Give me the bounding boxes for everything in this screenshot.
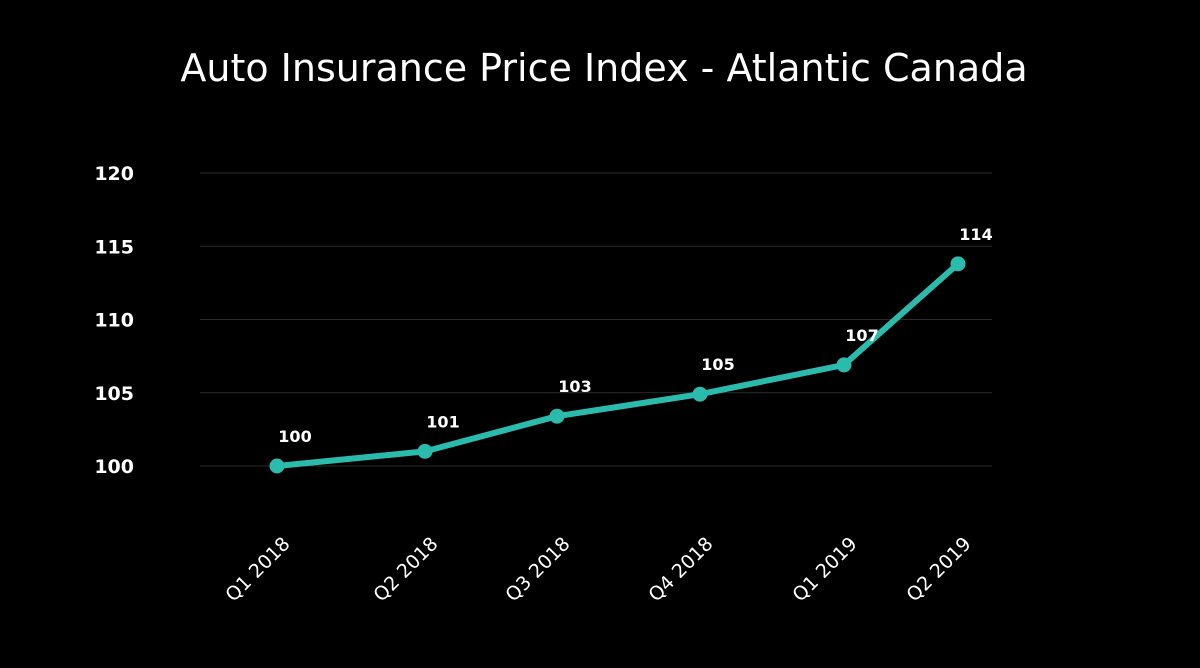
data-label: 107 [845,326,878,345]
grid-lines [200,172,992,467]
y-tick-label: 115 [94,236,134,258]
chart-title: Auto Insurance Price Index - Atlantic Ca… [180,46,1027,90]
series-line [274,260,961,469]
x-axis-ticks: Q1 2018 Q2 2018 Q3 2018 Q4 2018 Q1 2019 Q2 20… [221,533,975,606]
data-label: 114 [959,225,992,244]
x-tick-label: Q1 2019 [788,533,861,606]
x-tick-label: Q3 2018 [501,533,574,606]
series-line-group [269,256,966,474]
data-point [417,443,433,459]
data-labels: 100 101 103 105 107 114 [278,225,992,446]
data-label: 105 [701,355,734,374]
y-axis-ticks: 100 105 110 115 120 [94,163,134,478]
y-tick-label: 105 [94,383,134,405]
y-tick-label: 120 [94,163,134,185]
data-label: 101 [426,412,459,431]
data-label: 103 [558,377,591,396]
data-point [950,256,966,272]
x-tick-label: Q1 2018 [221,533,294,606]
y-tick-label: 100 [94,456,134,478]
data-point [269,458,285,474]
data-point [836,357,852,373]
x-tick-label: Q2 2018 [369,533,442,606]
data-point [549,408,565,424]
x-tick-label: Q2 2019 [902,533,975,606]
data-label: 100 [278,427,311,446]
x-tick-label: Q4 2018 [644,533,717,606]
data-point [692,386,708,402]
y-tick-label: 110 [94,310,134,332]
